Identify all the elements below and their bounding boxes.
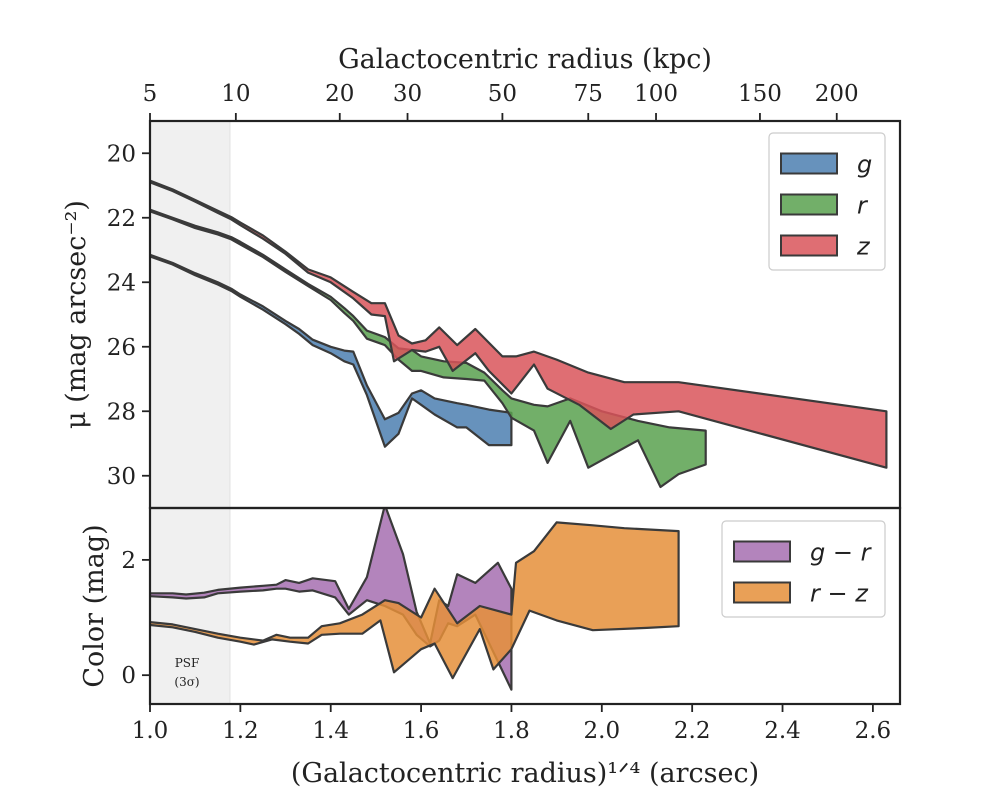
psf-region-top bbox=[149, 120, 231, 509]
top-xtick-label: 75 bbox=[574, 81, 603, 107]
bottom-panel-frame bbox=[148, 506, 902, 706]
psf-note-sigma: (3σ) bbox=[174, 675, 199, 689]
bottom-ytick-label: 0 bbox=[121, 663, 136, 689]
top-xtick-label: 150 bbox=[738, 81, 782, 107]
top-axis-label: Galactocentric radius (kpc) bbox=[338, 44, 712, 75]
xtick-label: 1.2 bbox=[222, 718, 259, 744]
top-ytick-label: 28 bbox=[107, 399, 136, 425]
bottom-legend-label: r − z bbox=[810, 580, 869, 608]
xtick-label: 1.0 bbox=[132, 718, 169, 744]
top-xtick-label: 20 bbox=[325, 81, 354, 107]
xtick-label: 1.6 bbox=[403, 718, 440, 744]
bottom-ytick-label: 2 bbox=[121, 548, 136, 574]
top-legend-label: g bbox=[857, 151, 872, 179]
series-rz-color-band bbox=[150, 521, 680, 680]
top-legend-label: r bbox=[857, 192, 869, 220]
top-ytick-label: 22 bbox=[107, 206, 136, 232]
top-xtick-label: 30 bbox=[393, 81, 422, 107]
bottom-legend-label: g − r bbox=[810, 539, 873, 567]
xtick-label: 2.2 bbox=[674, 718, 711, 744]
psf-region-bottom bbox=[149, 507, 231, 705]
top-xtick-label: 200 bbox=[815, 81, 859, 107]
series-z-mu-band bbox=[150, 179, 888, 469]
top-ytick-label: 24 bbox=[107, 270, 136, 296]
top-ytick-label: 20 bbox=[107, 141, 136, 167]
top-legend-label: z bbox=[856, 233, 871, 261]
x-axis-label: (Galactocentric radius)¹ᐟ⁴ (arcsec) bbox=[291, 758, 759, 789]
top-ytick-label: 26 bbox=[107, 335, 136, 361]
bottom-legend-swatch bbox=[733, 540, 791, 563]
xtick-label: 1.4 bbox=[312, 718, 349, 744]
series-g-mu-band bbox=[150, 253, 513, 448]
xtick-label: 2.6 bbox=[855, 718, 892, 744]
top-y-axis-label: μ (mag arcsec⁻²) bbox=[61, 200, 92, 429]
top-xtick-label: 50 bbox=[488, 81, 517, 107]
top-xtick-label: 10 bbox=[221, 81, 250, 107]
top-xtick-label: 100 bbox=[634, 81, 678, 107]
xtick-label: 1.8 bbox=[493, 718, 530, 744]
top-ytick-label: 30 bbox=[107, 464, 136, 490]
xtick-label: 2.0 bbox=[584, 718, 621, 744]
xtick-label: 2.4 bbox=[764, 718, 801, 744]
series-r-mu-band bbox=[150, 208, 707, 489]
top-legend-swatch bbox=[780, 152, 838, 175]
top-xtick-label: 5 bbox=[143, 81, 158, 107]
psf-note-label: PSF bbox=[175, 656, 200, 670]
bottom-legend-swatch bbox=[733, 581, 791, 604]
top-legend-swatch bbox=[780, 234, 838, 257]
series-gr-color-band bbox=[150, 508, 513, 691]
bottom-y-axis-label: Color (mag) bbox=[79, 524, 110, 687]
top-legend-swatch bbox=[780, 193, 838, 216]
